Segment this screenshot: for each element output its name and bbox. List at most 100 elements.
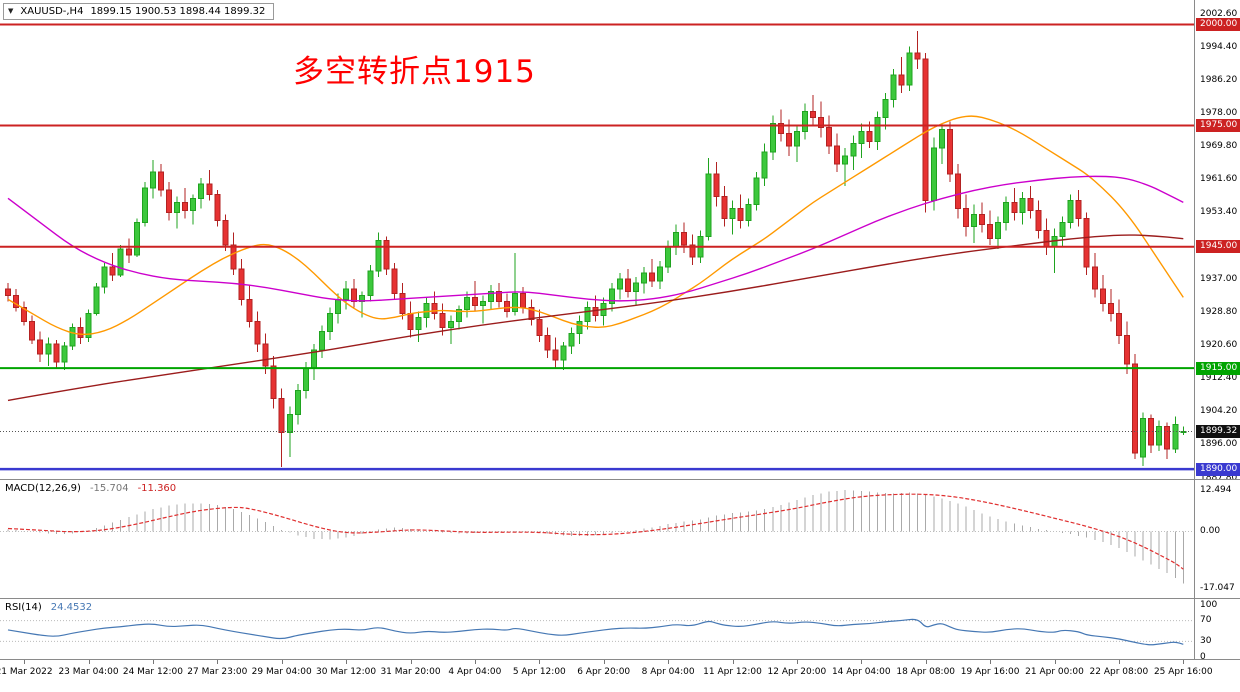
panel-separator[interactable] [0,598,1240,599]
candle-body [496,290,503,302]
ma-magenta-line [7,175,1184,302]
candle-body [898,74,905,86]
price-tick-label: 1904.20 [1200,406,1238,417]
time-tick-label: 27 Mar 23:00 [187,667,248,677]
rsi-tick-label: 0 [1200,651,1206,661]
candle-body [246,298,253,323]
candle-body [1148,418,1155,446]
candlestick-chart-canvas[interactable] [0,0,1194,479]
time-tick-mark [1054,660,1056,664]
candle-body [230,244,237,270]
chart-title-box: ▼ XAUUSD-,H4 1899.15 1900.53 1898.44 189… [3,3,275,20]
candle-body [471,296,478,306]
candle-body [987,224,994,240]
candle-body [198,183,205,199]
time-tick-label: 24 Mar 12:00 [122,667,183,677]
macd-indicator-panel[interactable]: MACD(12,26,9) -15.704 -11.360 [0,480,1194,598]
candle-body [29,321,36,341]
panel-separator[interactable] [0,479,1240,480]
candle-body [1067,199,1074,224]
time-tick-label: 31 Mar 20:00 [380,667,441,677]
candle-body [962,207,969,228]
candle-body [946,129,953,175]
rsi-indicator-panel[interactable]: RSI(14) 24.4532 [0,599,1194,659]
candle-body [705,173,712,238]
rsi-chart-canvas[interactable] [0,599,1194,659]
candle-body [479,300,486,306]
candle-body [21,306,28,323]
candle-body [318,331,325,351]
time-tick-mark [1118,660,1120,664]
candle-body [1075,199,1082,220]
candle-body [592,306,599,317]
time-tick-label: 5 Apr 12:00 [512,667,566,677]
candle-body [801,110,808,133]
panel-separator[interactable] [0,659,1240,660]
time-tick-mark [925,660,927,664]
candle-body [488,290,494,302]
time-tick-label: 11 Apr 12:00 [703,667,762,677]
ma-darkred-line [7,234,1184,402]
candle-body [673,232,680,248]
collapse-arrow-icon[interactable]: ▼ [8,7,14,15]
candle-body [576,321,583,335]
price-tick-label: 1978.00 [1200,107,1238,118]
candle-body [5,288,11,296]
candle-body [1140,418,1147,458]
time-tick-label: 14 Apr 04:00 [831,667,891,677]
candle-body [858,131,865,145]
candle-body [624,278,631,292]
time-tick-label: 25 Apr 16:00 [1153,667,1213,677]
candle-body [616,278,623,290]
macd-tick-label: -17.047 [1200,582,1235,593]
candle-body [930,147,937,201]
candle-body [568,333,575,347]
candle-body [826,127,833,147]
time-tick-mark [796,660,798,664]
time-tick-label: 4 Apr 04:00 [448,667,502,677]
price-axis[interactable]: 2002.60 1994.40 1986.20 1978.00 1969.80 1961.… [1194,0,1240,660]
price-tick-label: 1994.40 [1200,41,1238,52]
rsi-line [7,618,1184,646]
chart-annotation-text[interactable]: 多空转折点1915 [293,54,536,90]
time-tick-mark [281,660,283,664]
candle-body [979,213,986,226]
price-tick-label: 1961.60 [1200,174,1238,185]
candle-body [536,319,543,337]
candle-body [133,222,140,256]
macd-histogram [7,490,1184,584]
candle-body [890,74,897,100]
candle-body [520,292,527,308]
candle-body [391,268,398,294]
candle-body [69,327,76,347]
price-tick-label: 1912.40 [1200,373,1238,384]
candle-body [938,129,945,149]
candle-body [93,286,100,314]
candle-body [286,414,293,434]
price-chart-panel[interactable]: ▼ XAUUSD-,H4 1899.15 1900.53 1898.44 189… [0,0,1194,479]
candle-body [818,116,825,129]
candle-body [1107,302,1114,314]
candle-body [649,272,655,282]
macd-chart-canvas[interactable] [0,480,1194,598]
time-tick-label: 22 Apr 08:00 [1089,667,1149,677]
candle-body [657,266,664,282]
rsi-indicator-label: RSI(14) 24.4532 [5,602,92,613]
time-tick-mark [346,660,348,664]
candle-body [77,327,84,339]
time-tick-mark [1183,660,1185,664]
time-axis[interactable]: 21 Mar 2022 23 Mar 04:00 24 Mar 12:00 27 Ma… [0,660,1240,692]
candle-body [166,189,172,213]
candle-body [1164,426,1171,450]
candle-body [423,302,430,319]
candle-body [681,232,688,246]
candle-body [1043,230,1050,248]
candle-body [375,240,382,272]
candle-body [447,321,454,329]
candle-body [785,133,792,147]
rsi-value: 24.4532 [50,602,93,613]
candle-body [761,151,768,179]
candle-body [1019,197,1026,213]
macd-tick-label: 0.00 [1200,526,1221,536]
